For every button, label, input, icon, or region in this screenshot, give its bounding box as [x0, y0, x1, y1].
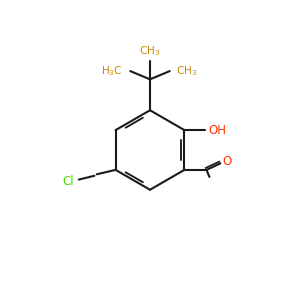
Text: CH$_3$: CH$_3$: [140, 44, 160, 58]
Text: OH: OH: [208, 124, 226, 136]
Text: Cl: Cl: [62, 175, 74, 188]
Text: O: O: [222, 155, 232, 168]
Text: CH$_3$: CH$_3$: [176, 64, 198, 78]
Text: H$_3$C: H$_3$C: [101, 64, 123, 78]
